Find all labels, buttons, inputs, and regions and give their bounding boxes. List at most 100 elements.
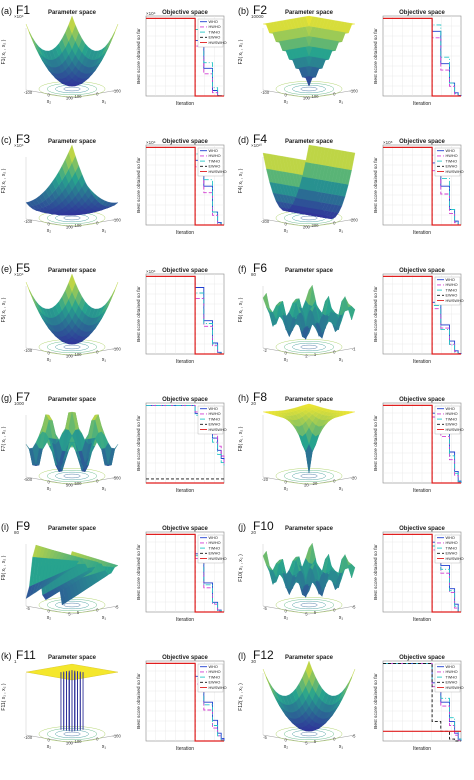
- surface-facet: [342, 683, 349, 697]
- param-zlabel: F10( x₁ , x₂ ): [238, 554, 244, 582]
- param-zlabel: F5( x₁ , x₂ ): [1, 297, 7, 322]
- x-axis-label: Iteration: [176, 617, 194, 623]
- param-tick-label: 20: [304, 482, 309, 487]
- param-tick-label: 0: [333, 478, 336, 483]
- contour-ring: [55, 85, 88, 93]
- legend-entry: HWHO: [446, 670, 458, 674]
- param-ylabel: x₁: [339, 357, 344, 363]
- param-ylabel: x₁: [102, 357, 107, 363]
- param-tick-label: 0: [48, 738, 51, 743]
- param-tick-label: 100: [66, 740, 74, 745]
- contour-ring: [301, 216, 318, 220]
- param-tick-label: -100: [24, 90, 33, 95]
- panel-label: (f): [238, 264, 247, 274]
- panel-label: (e): [1, 264, 12, 274]
- param-surface: [26, 274, 118, 344]
- param-zlabel: F6( x₁ , x₂ ): [238, 297, 244, 322]
- y-axis-label: Best score obtained so far: [373, 157, 379, 213]
- legend-entry: HWSWHO: [209, 557, 227, 561]
- param-zscale: ×10⁴: [14, 272, 24, 277]
- param-tick-label: 100: [75, 352, 83, 357]
- param-tick-label: -100: [24, 735, 33, 740]
- param-surface: [26, 545, 118, 605]
- param-tick-label: -100: [261, 90, 270, 95]
- legend-entry: HWSWHO: [446, 170, 464, 174]
- param-zscale: 80: [14, 530, 20, 535]
- x-axis-label: Iteration: [413, 746, 431, 752]
- param-tick-label: 100: [66, 95, 74, 100]
- surface-facet: [33, 296, 40, 310]
- param-zscale: 20: [251, 530, 257, 535]
- param-zscale: 10000: [251, 14, 264, 19]
- param-zscale: 1000: [14, 401, 25, 406]
- legend-entry: EWHO: [209, 423, 221, 427]
- legend-entry: TWHO: [209, 675, 221, 679]
- legend-entry: TWHO: [446, 546, 458, 550]
- param-tick-label: -5: [263, 606, 267, 611]
- param-tick-label: 0: [96, 91, 99, 96]
- param-title: Parameter space: [48, 397, 97, 403]
- param-tick-label: -100: [112, 218, 121, 223]
- param-tick-label: 0: [48, 480, 51, 485]
- param-tick-label: 0: [333, 91, 336, 96]
- param-tick-label: -500: [24, 477, 33, 482]
- param-tick-label: 0: [285, 351, 288, 356]
- chart-title: Objective space: [399, 268, 445, 274]
- param-tick-label: 0: [96, 478, 99, 483]
- legend-entry: WHO: [446, 536, 455, 540]
- legend-entry: HWSWHO: [446, 299, 464, 303]
- param-tick-label: -5: [263, 735, 267, 740]
- param-ylabel: x₁: [339, 486, 344, 492]
- legend-entry: EWHO: [446, 294, 458, 298]
- param-tick-label: -20: [351, 476, 358, 481]
- chart-title: Objective space: [399, 10, 445, 16]
- param-ylabel: x₁: [102, 486, 107, 492]
- param-title: Parameter space: [285, 268, 334, 274]
- panel-label: (h): [238, 393, 249, 403]
- param-zlabel: F3( x₁ , x₂ ): [1, 168, 7, 193]
- y-axis-label: Best score obtained so far: [136, 157, 142, 213]
- param-tick-label: -5: [115, 605, 119, 610]
- x-axis-label: Iteration: [176, 101, 194, 107]
- y-axis-label: Best score obtained so far: [136, 673, 142, 729]
- legend-entry: EWHO: [446, 423, 458, 427]
- objective-space-F11: Objective space Best score obtained so fa…: [136, 655, 227, 752]
- param-tick-label: -100: [112, 347, 121, 352]
- chart-title: Objective space: [162, 655, 208, 661]
- param-tick-label: 0: [285, 480, 288, 485]
- param-ylabel: x₁: [102, 744, 107, 750]
- legend-entry: HWSWHO: [209, 428, 227, 432]
- param-xlabel: x₂: [284, 744, 289, 750]
- param-xlabel: x₂: [47, 357, 52, 363]
- legend-entry: TWHO: [209, 30, 221, 34]
- legend-entry: WHO: [446, 665, 455, 669]
- x-axis-label: Iteration: [413, 617, 431, 623]
- legend-entry: TWHO: [446, 675, 458, 679]
- param-title: Parameter space: [48, 655, 97, 661]
- param-surface: [263, 285, 355, 339]
- param-tick-label: 0: [48, 609, 51, 614]
- panel-label: (l): [238, 651, 246, 661]
- chart-title: Objective space: [162, 10, 208, 16]
- contour-ring: [64, 732, 81, 736]
- surface-facet: [105, 38, 112, 52]
- legend-entry: HWHO: [446, 154, 458, 158]
- param-title: Parameter space: [285, 139, 334, 145]
- legend-entry: HWSWHO: [446, 428, 464, 432]
- contour-ring: [64, 87, 81, 91]
- legend-entry: WHO: [446, 407, 455, 411]
- param-surface: [263, 543, 355, 597]
- legend-entry: WHO: [446, 278, 455, 282]
- param-tick-label: 200: [303, 224, 311, 229]
